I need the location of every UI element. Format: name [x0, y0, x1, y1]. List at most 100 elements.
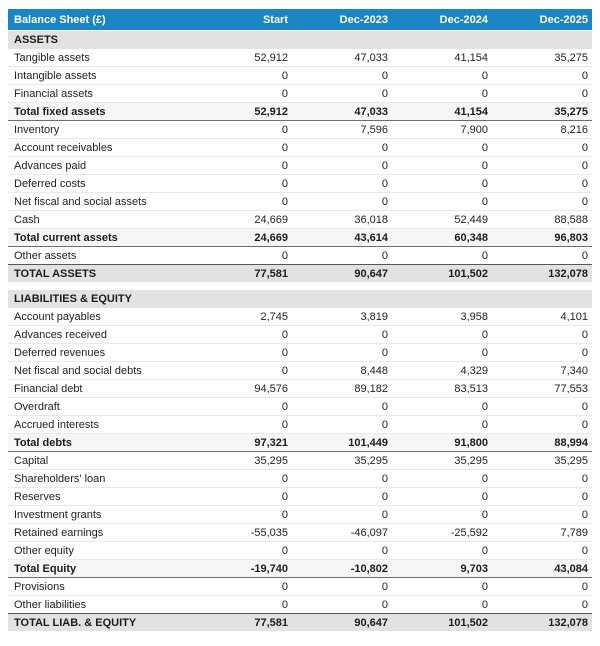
row-value: 0 [381, 544, 388, 557]
row-value: 7,340 [560, 364, 588, 377]
table-row: Other liabilities 0 0 0 0 [8, 596, 592, 614]
row-label: Provisions [14, 580, 65, 593]
row-value: 0 [281, 123, 288, 136]
row-value: 0 [281, 249, 288, 262]
row-label: Retained earnings [14, 526, 104, 539]
row-label: Accrued interests [14, 418, 99, 431]
row-value: 101,449 [348, 436, 388, 449]
row-value: 0 [581, 490, 588, 503]
row-value: 0 [281, 195, 288, 208]
section-title: ASSETS [14, 34, 59, 46]
row-label: Advances paid [14, 159, 87, 172]
row-value: 94,576 [254, 382, 288, 395]
row-value: 88,994 [554, 436, 588, 449]
row-label: Capital [14, 454, 49, 467]
table-row: Total fixed assets 52,912 47,033 41,154 35,2… [8, 103, 592, 121]
row-value: 3,958 [460, 310, 488, 323]
row-value: 0 [281, 490, 288, 503]
row-value: 0 [481, 249, 488, 262]
table-body: ASSETS Tangible assets 52,912 47,033 41,154 3… [8, 31, 592, 631]
table-row: Accrued interests 0 0 0 0 [8, 416, 592, 434]
table-row: Account payables 2,745 3,819 3,958 4,101 [8, 308, 592, 326]
row-value: 0 [481, 598, 488, 611]
row-value: 0 [281, 346, 288, 359]
row-value: 0 [381, 472, 388, 485]
table-row: Other equity 0 0 0 0 [8, 542, 592, 560]
row-value: 2,745 [260, 310, 288, 323]
row-value: -19,740 [250, 562, 288, 575]
row-value: 52,912 [254, 51, 288, 64]
row-label: Financial debt [14, 382, 83, 395]
row-value: 0 [381, 141, 388, 154]
row-value: 91,800 [454, 436, 488, 449]
row-label: Inventory [14, 123, 60, 136]
row-value: 24,669 [254, 213, 288, 226]
row-value: 0 [381, 580, 388, 593]
row-value: 0 [281, 508, 288, 521]
row-value: 0 [581, 328, 588, 341]
row-value: 60,348 [454, 231, 488, 244]
row-label: Tangible assets [14, 51, 90, 64]
row-value: 0 [381, 87, 388, 100]
row-value: 0 [581, 508, 588, 521]
row-value: 0 [481, 508, 488, 521]
row-value: 0 [481, 159, 488, 172]
row-value: 88,588 [554, 213, 588, 226]
table-row: Total current assets 24,669 43,614 60,348 96… [8, 229, 592, 247]
row-label: Total debts [14, 436, 72, 449]
row-label: Net fiscal and social debts [14, 364, 142, 377]
table-row: Advances paid 0 0 0 0 [8, 157, 592, 175]
row-value: 0 [481, 177, 488, 190]
table-row: Net fiscal and social assets 0 0 0 0 [8, 193, 592, 211]
row-value: 0 [281, 472, 288, 485]
row-value: 0 [581, 472, 588, 485]
row-value: 0 [281, 400, 288, 413]
row-value: 0 [481, 400, 488, 413]
balance-sheet-table: Balance Sheet (£) Start Dec-2023 Dec-202… [8, 9, 592, 631]
table-title: Balance Sheet (£) [14, 13, 106, 26]
row-label: Other assets [14, 249, 77, 262]
row-value: 0 [581, 159, 588, 172]
row-value: 0 [381, 249, 388, 262]
table-row: Advances received 0 0 0 0 [8, 326, 592, 344]
row-label: Financial assets [14, 87, 93, 100]
table-row: Investment grants 0 0 0 0 [8, 506, 592, 524]
row-label: Other equity [14, 544, 74, 557]
row-label: Advances received [14, 328, 107, 341]
row-value: 0 [381, 598, 388, 611]
table-row: Cash 24,669 36,018 52,449 88,588 [8, 211, 592, 229]
section-title: LIABILITIES & EQUITY [14, 293, 132, 305]
row-value: 96,803 [554, 231, 588, 244]
row-value: 0 [481, 580, 488, 593]
row-value: 0 [581, 346, 588, 359]
row-value: 52,449 [454, 213, 488, 226]
table-row: Deferred revenues 0 0 0 0 [8, 344, 592, 362]
row-value: 0 [381, 69, 388, 82]
column-header-dec-2025: Dec-2025 [539, 13, 588, 26]
row-label: Net fiscal and social assets [14, 195, 147, 208]
row-value: 0 [581, 400, 588, 413]
row-value: 0 [381, 418, 388, 431]
row-value: 132,078 [548, 616, 588, 629]
section-header-row: ASSETS [8, 31, 592, 49]
row-value: -10,802 [350, 562, 388, 575]
row-value: 90,647 [354, 267, 388, 280]
row-value: 0 [481, 346, 488, 359]
row-value: 8,216 [560, 123, 588, 136]
row-label: TOTAL LIAB. & EQUITY [14, 616, 137, 629]
table-row: Deferred costs 0 0 0 0 [8, 175, 592, 193]
row-value: 0 [481, 328, 488, 341]
row-label: TOTAL ASSETS [14, 267, 97, 280]
table-row: Financial debt 94,576 89,182 83,513 77,553 [8, 380, 592, 398]
row-value: 41,154 [454, 51, 488, 64]
row-value: 0 [381, 400, 388, 413]
row-value: 24,669 [254, 231, 288, 244]
row-label: Total fixed assets [14, 105, 106, 118]
row-value: 9,703 [460, 562, 488, 575]
table-row: TOTAL LIAB. & EQUITY 77,581 90,647 101,502 1… [8, 613, 592, 631]
row-label: Reserves [14, 490, 61, 503]
section-header-row: LIABILITIES & EQUITY [8, 290, 592, 308]
row-value: 7,789 [560, 526, 588, 539]
row-value: 0 [481, 69, 488, 82]
row-value: 0 [381, 177, 388, 190]
